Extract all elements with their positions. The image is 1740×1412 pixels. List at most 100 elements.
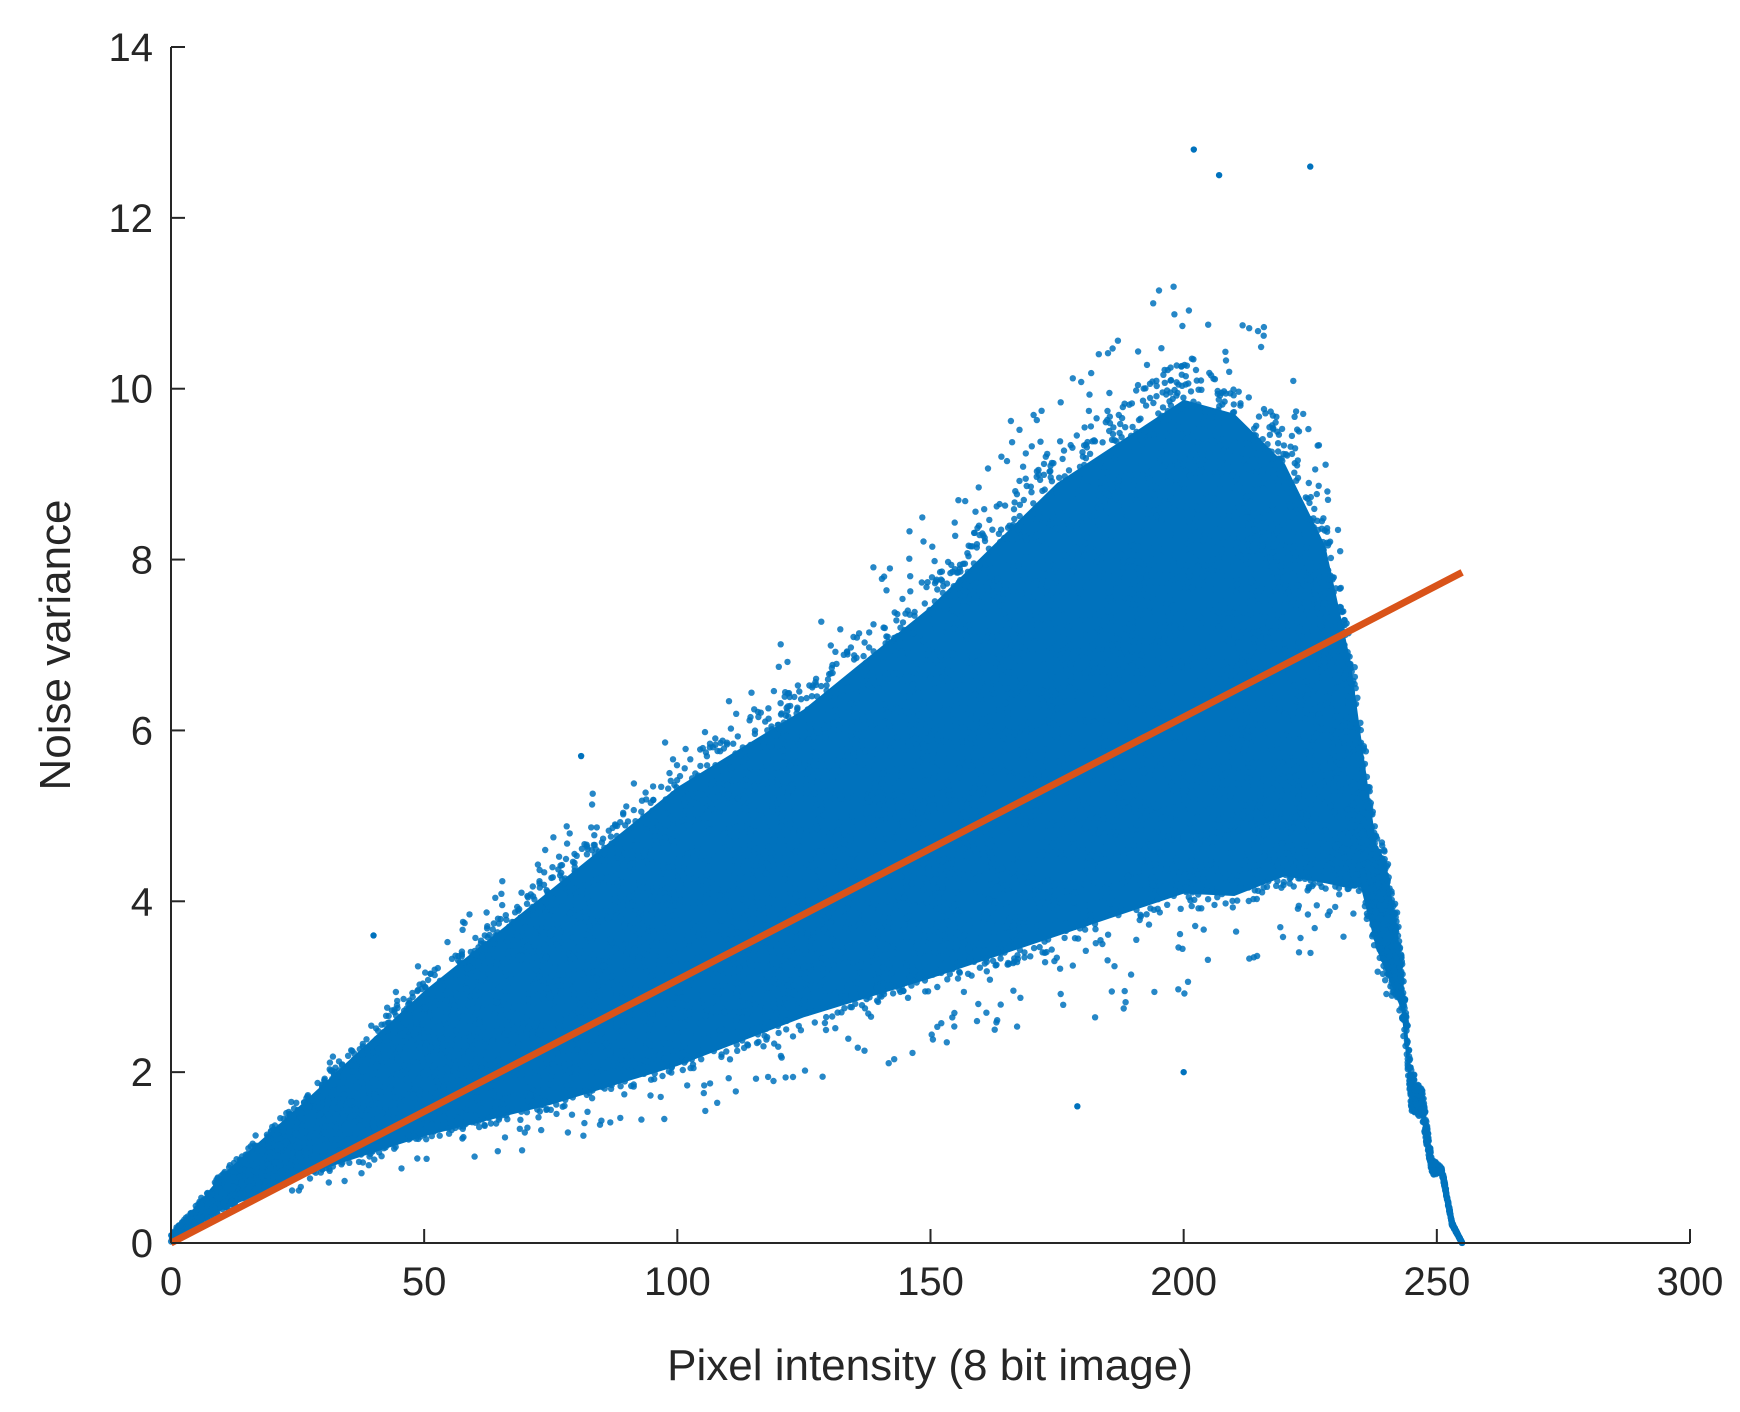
scatter-point	[1097, 485, 1105, 492]
scatter-point	[950, 716, 957, 724]
scatter-point	[1174, 652, 1181, 659]
scatter-point	[745, 770, 752, 778]
scatter-point	[676, 854, 683, 861]
scatter-point	[597, 1030, 605, 1037]
scatter-point	[1300, 410, 1307, 418]
scatter-point	[1095, 864, 1102, 871]
scatter-point	[1224, 734, 1231, 742]
scatter-point	[891, 1056, 898, 1063]
scatter-point	[783, 1026, 790, 1033]
scatter-point	[1295, 747, 1302, 754]
scatter-point	[535, 1114, 542, 1121]
scatter-point	[952, 944, 960, 952]
scatter-point	[962, 497, 969, 505]
scatter-point	[875, 745, 883, 752]
scatter-point	[563, 840, 571, 847]
scatter-point	[1206, 469, 1213, 477]
scatter-point	[1136, 901, 1144, 908]
scatter-point	[981, 947, 989, 954]
scatter-point	[1042, 746, 1049, 753]
scatter-point	[840, 747, 847, 754]
scatter-point	[956, 815, 964, 822]
scatter-point	[770, 687, 778, 695]
scatter-point	[777, 641, 784, 648]
scatter-point	[1056, 965, 1064, 972]
scatter-point	[1020, 527, 1028, 535]
scatter-point	[893, 617, 900, 624]
scatter-point	[1113, 851, 1121, 858]
scatter-point	[1157, 624, 1165, 631]
scatter-point	[1117, 420, 1124, 428]
scatter-point	[1196, 796, 1204, 803]
scatter-point	[951, 519, 958, 526]
scatter-point	[1113, 585, 1120, 592]
scatter-point	[1383, 990, 1390, 998]
scatter-point	[1127, 722, 1134, 730]
scatter-point	[730, 857, 737, 864]
scatter-point	[935, 783, 943, 791]
scatter-point	[1093, 415, 1100, 422]
scatter-point	[1125, 805, 1132, 812]
scatter-point	[1129, 423, 1136, 431]
scatter-point	[1038, 796, 1045, 803]
scatter-point	[1281, 710, 1289, 717]
scatter-point	[1197, 630, 1204, 637]
scatter-point	[832, 951, 839, 959]
scatter-point	[409, 1058, 416, 1065]
scatter-point	[938, 674, 945, 682]
scatter-point	[689, 912, 696, 919]
scatter-point	[903, 884, 910, 891]
scatter-point	[932, 833, 939, 841]
scatter-point	[936, 748, 943, 756]
scatter-point	[1075, 487, 1082, 494]
scatter-point	[734, 733, 741, 740]
scatter-point	[629, 953, 636, 960]
scatter-point	[1041, 771, 1049, 778]
scatter-point	[1212, 501, 1219, 508]
scatter-point	[620, 864, 628, 872]
scatter-point	[1200, 926, 1207, 933]
scatter-point	[1259, 467, 1266, 474]
scatter-point	[808, 693, 816, 700]
scatter-point	[1260, 776, 1268, 784]
scatter-point	[940, 582, 947, 590]
scatter-point	[730, 955, 737, 962]
scatter-point	[448, 955, 456, 962]
scatter-point	[1215, 423, 1222, 431]
scatter-point	[1175, 381, 1182, 388]
scatter-point	[1010, 987, 1017, 994]
scatter-point	[898, 676, 905, 684]
scatter-point	[641, 1044, 649, 1052]
scatter-point	[467, 956, 474, 964]
scatter-point	[1179, 945, 1186, 952]
scatter-point	[1170, 706, 1178, 714]
scatter-point	[635, 863, 643, 871]
scatter-point	[845, 1035, 852, 1042]
scatter-point	[1085, 817, 1092, 824]
scatter-point	[438, 1014, 446, 1022]
scatter-point	[1151, 988, 1158, 996]
scatter-point	[1226, 604, 1234, 611]
scatter-point	[765, 715, 772, 722]
scatter-point	[944, 558, 952, 566]
scatter-point	[1157, 761, 1164, 768]
scatter-point	[853, 819, 861, 826]
scatter-point	[778, 892, 785, 900]
scatter-point	[599, 944, 606, 951]
scatter-point	[1212, 520, 1220, 527]
scatter-point	[1286, 519, 1293, 526]
scatter-point	[1330, 792, 1338, 799]
scatter-point	[770, 795, 777, 802]
scatter-point	[1139, 851, 1146, 858]
scatter-point	[1138, 816, 1146, 823]
scatter-point	[1263, 791, 1270, 798]
scatter-point	[1216, 736, 1223, 743]
scatter-point	[567, 893, 574, 901]
scatter-point	[831, 853, 838, 861]
scatter-point	[1022, 475, 1029, 482]
scatter-point	[997, 548, 1004, 556]
scatter-point	[576, 881, 584, 888]
scatter-point	[1268, 520, 1275, 527]
scatter-point	[1290, 528, 1297, 535]
scatter-point	[1274, 495, 1281, 503]
